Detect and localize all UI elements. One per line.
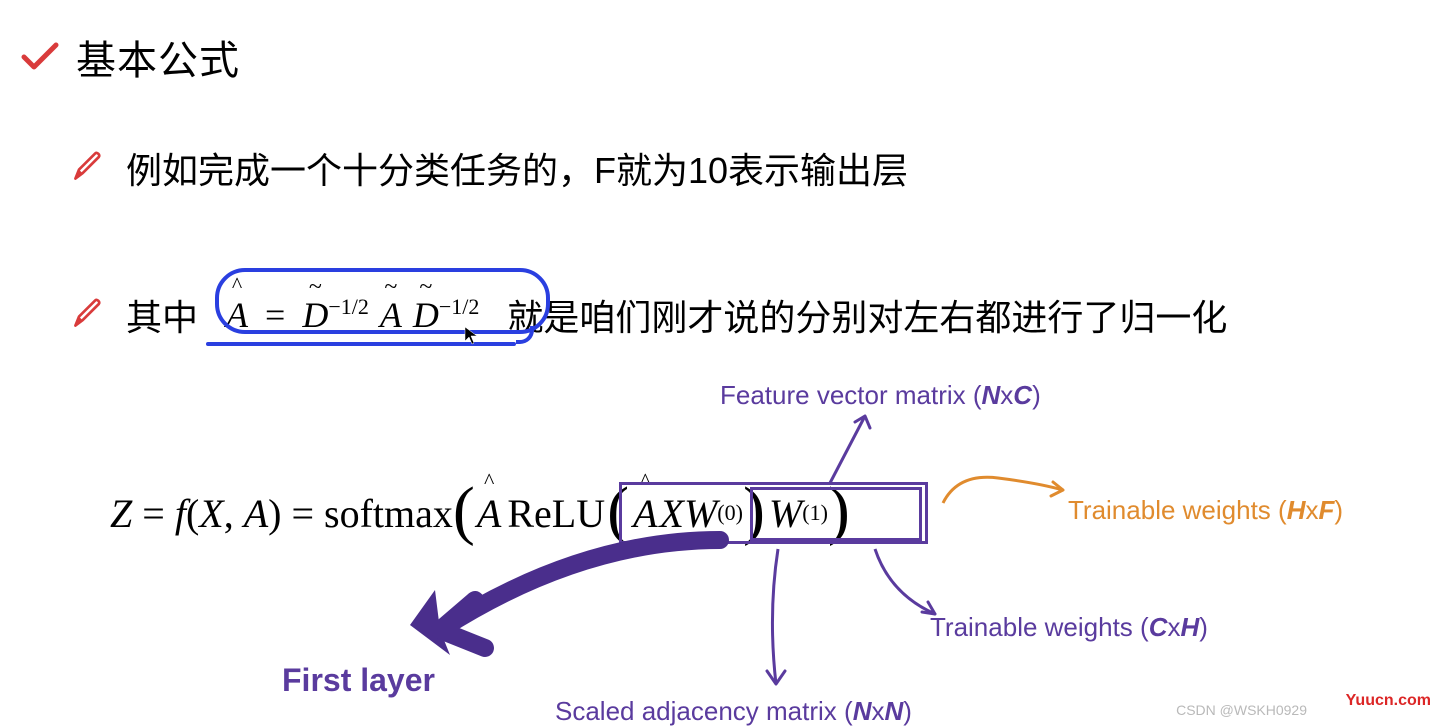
formula-inline-text: A = D−1/2 A D−1/2	[214, 294, 491, 336]
bullet-row-1: 例如完成一个十分类任务的，F就为10表示输出层	[70, 142, 908, 194]
arrow-scaled-adj	[758, 544, 798, 694]
label-trainable-hf: Trainable weights (HxF)	[1068, 495, 1343, 526]
thick-arrow-first-layer	[380, 530, 740, 670]
bullet-2-prefix: 其中	[126, 289, 198, 341]
watermark-csdn: CSDN @WSKH0929	[1176, 702, 1307, 718]
inline-formula: A = D−1/2 A D−1/2	[214, 280, 491, 350]
watermark-yuucn: Yuucn.com	[1346, 692, 1431, 710]
bullet-row-2: 其中 A = D−1/2 A D−1/2 就是咱们刚才说的分别对左右都进行了归一…	[70, 280, 1227, 350]
label-trainable-ch: Trainable weights (CxH)	[930, 612, 1208, 643]
page-title: 基本公式	[76, 28, 240, 86]
softmax-label: softmax	[324, 490, 453, 537]
relu-label: ReLU	[507, 490, 605, 537]
main-equation: Z = f(X, A) = softmax ( A ReLU ( A X W(0…	[110, 480, 850, 546]
orange-arrow	[938, 468, 1078, 518]
bullet-2-suffix: 就是咱们刚才说的分别对左右都进行了归一化	[507, 289, 1227, 341]
title-row: 基本公式	[20, 28, 240, 86]
pencil-icon	[70, 148, 110, 188]
check-icon	[20, 37, 60, 77]
label-first-layer: First layer	[282, 662, 435, 699]
label-scaled-adj: Scaled adjacency matrix (NxN)	[555, 696, 912, 727]
label-feature-vector: Feature vector matrix (NxC)	[720, 380, 1041, 411]
bullet-1-text: 例如完成一个十分类任务的，F就为10表示输出层	[126, 142, 908, 194]
pencil-icon	[70, 295, 110, 335]
